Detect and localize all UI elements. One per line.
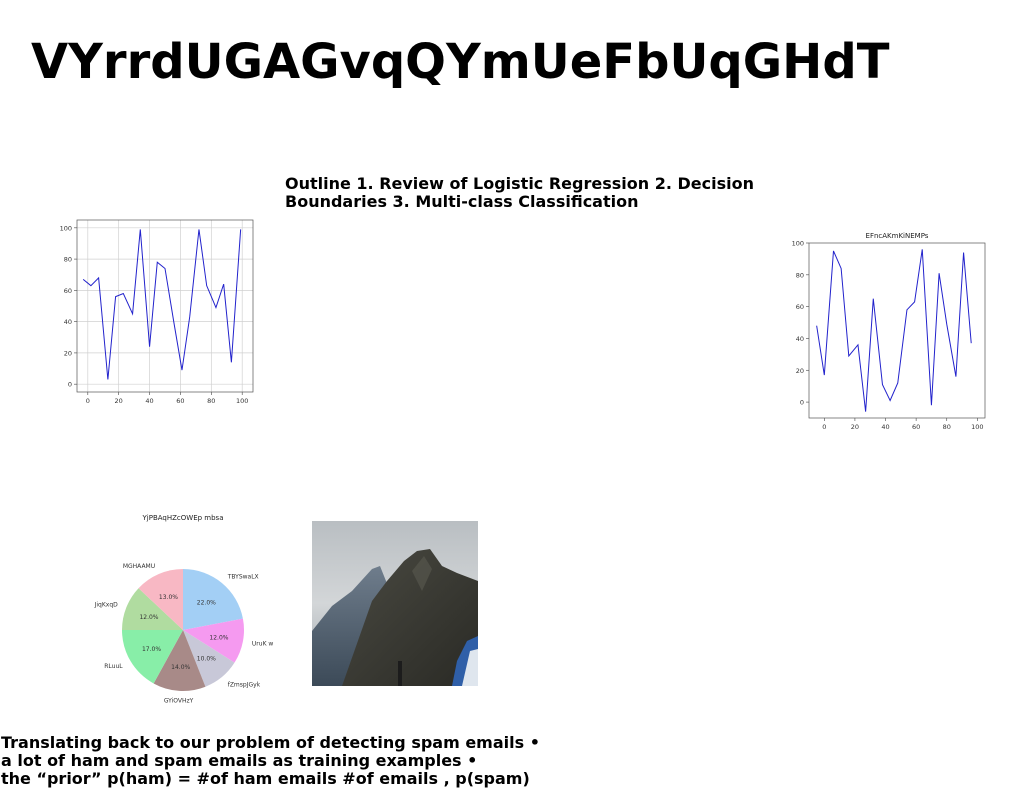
x-tick-label: 0 [822,423,826,431]
pie-slice [183,630,235,687]
pie-pct-label: 13.0% [159,594,178,601]
pie-slice [153,630,206,691]
bottom-line-1: Translating back to our problem of detec… [1,733,540,752]
plot-frame [808,242,986,419]
slide-title: VYrrdUGAGvqQYmUeFbUqGHdT [31,34,890,90]
y-tick-label: 20 [796,367,804,375]
pie-pct-label: 10.0% [197,656,216,663]
pie-slice [183,569,243,630]
pie-slice-label: MGHAAMU [123,563,155,570]
y-tick-label: 60 [64,287,72,295]
y-tick-label: 0 [68,381,72,389]
x-tick-label: 100 [236,397,248,405]
x-tick-label: 40 [881,423,889,431]
x-tick-label: 80 [207,397,215,405]
x-tick-label: 60 [176,397,184,405]
pie-slice [138,569,183,630]
x-tick-label: 40 [145,397,153,405]
pie-slice [122,588,183,630]
x-tick-label: 60 [912,423,920,431]
y-tick-label: 100 [60,224,72,232]
x-tick-label: 0 [86,397,90,405]
pie-slice-label: GYiOVHzY [164,698,194,705]
pie-pct-label: 12.0% [139,614,158,621]
y-tick-label: 20 [64,349,72,357]
pie-slice-label: JiqKxqD [94,602,119,609]
x-tick-label: 100 [971,423,983,431]
y-tick-label: 40 [64,318,72,326]
y-tick-label: 40 [796,335,804,343]
bottom-line-3: the “prior” p(ham) = #of ham emails #of … [1,769,530,788]
x-tick-label: 80 [943,423,951,431]
pie-slice-label: RLuuL [104,663,123,670]
plot-frame [76,219,254,393]
pie-chart: YjPBAqHZcOWEp mbsa 22.0% TBYSwaLX 12.0% UruK… [94,514,274,705]
pie-slice-label: UruK w [252,641,274,648]
mountain-photo [312,521,478,686]
x-tick-label: 20 [851,423,859,431]
outline-text: Outline 1. Review of Logistic Regression… [285,174,754,211]
pie-slice-label: TBYSwaLX [227,573,259,580]
y-tick-label: 60 [796,303,804,311]
x-tick-label: 20 [115,397,123,405]
y-tick-label: 80 [796,271,804,279]
pie-pct-label: 22.0% [197,599,216,606]
pie-pct-label: 14.0% [171,664,190,671]
pie-slice-label: fZmspJGyk [228,682,261,689]
bottom-line-2: a lot of ham and spam emails as training… [1,751,478,770]
pie-slice [183,618,244,663]
chart-title: EFncAKmKiNEMPs [866,232,929,240]
bottom-text: Translating back to our problem of detec… [1,734,621,788]
y-tick-label: 100 [792,240,804,248]
y-tick-label: 0 [800,399,804,407]
series-line [816,249,972,412]
pie-title: YjPBAqHZcOWEp mbsa [142,514,224,522]
series-line [82,229,242,380]
pie-pct-label: 12.0% [209,634,228,641]
pie-slice [122,630,183,684]
pie-pct-label: 17.0% [142,646,161,653]
line-chart-right: EFncAKmKiNEMPs 0 20 40 60 80 100 0 20 40 60 80 100 [792,232,986,431]
line-chart-left: 0 20 40 60 80 100 0 20 40 60 80 100 [60,219,254,405]
y-tick-label: 80 [64,256,72,264]
